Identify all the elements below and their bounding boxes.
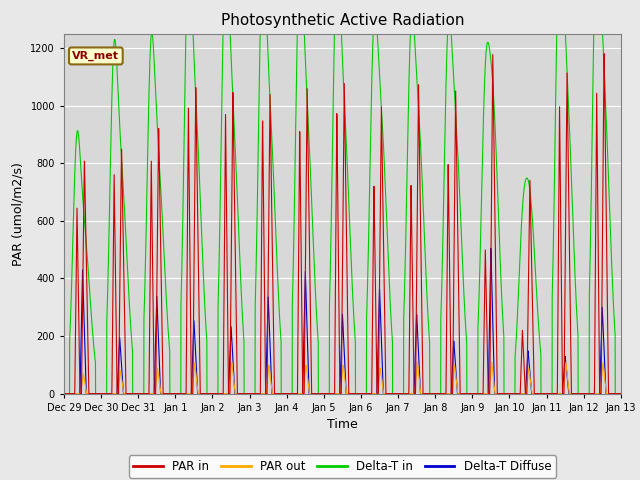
Delta-T Diffuse: [487, 246, 495, 252]
PAR out: [499, 391, 507, 396]
Text: VR_met: VR_met: [72, 51, 119, 61]
Delta-T in: [161, 253, 168, 259]
Delta-T Diffuse: [467, 391, 475, 396]
PAR in: [617, 391, 625, 396]
Delta-T Diffuse: [160, 391, 168, 396]
PAR out: [617, 391, 625, 396]
X-axis label: Time: Time: [327, 418, 358, 431]
Delta-T in: [436, 391, 444, 396]
PAR out: [616, 391, 624, 396]
PAR out: [160, 391, 168, 396]
Delta-T Diffuse: [60, 391, 68, 396]
Delta-T in: [499, 317, 507, 323]
PAR in: [600, 51, 608, 57]
Line: Delta-T Diffuse: Delta-T Diffuse: [64, 249, 621, 394]
Title: Photosynthetic Active Radiation: Photosynthetic Active Radiation: [221, 13, 464, 28]
PAR out: [488, 359, 495, 365]
PAR in: [616, 391, 624, 396]
Delta-T in: [467, 391, 475, 396]
Delta-T Diffuse: [322, 391, 330, 396]
PAR in: [160, 391, 168, 396]
Delta-T in: [617, 391, 625, 396]
Legend: PAR in, PAR out, Delta-T in, Delta-T Diffuse: PAR in, PAR out, Delta-T in, Delta-T Dif…: [129, 455, 556, 478]
PAR out: [322, 391, 330, 396]
PAR in: [60, 391, 68, 396]
PAR out: [436, 391, 444, 396]
Line: PAR in: PAR in: [64, 54, 621, 394]
Delta-T Diffuse: [499, 391, 507, 396]
Delta-T in: [322, 391, 330, 396]
Delta-T in: [616, 391, 624, 396]
Line: PAR out: PAR out: [64, 362, 621, 394]
Y-axis label: PAR (umol/m2/s): PAR (umol/m2/s): [12, 162, 25, 265]
Delta-T in: [60, 391, 68, 396]
PAR in: [467, 391, 475, 396]
Delta-T in: [148, 31, 156, 36]
PAR in: [499, 391, 506, 396]
PAR in: [436, 391, 444, 396]
Delta-T Diffuse: [617, 391, 625, 396]
PAR out: [467, 391, 475, 396]
Line: Delta-T in: Delta-T in: [64, 34, 621, 394]
PAR in: [322, 391, 330, 396]
PAR out: [60, 391, 68, 396]
Delta-T Diffuse: [436, 391, 444, 396]
Delta-T Diffuse: [616, 391, 624, 396]
